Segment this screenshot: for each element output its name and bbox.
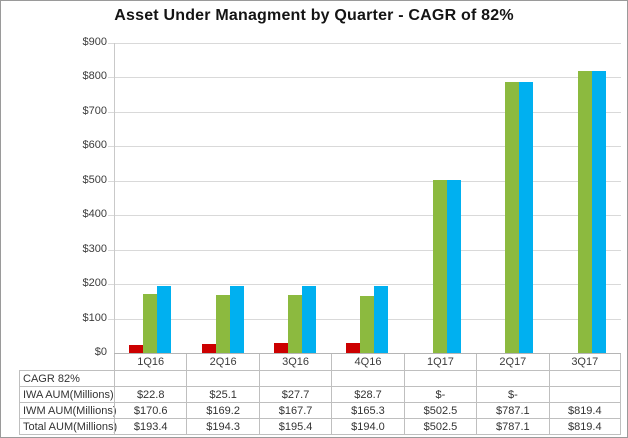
gridline — [108, 111, 621, 113]
table-cell — [331, 371, 403, 386]
bar-iwm-3q16 — [288, 295, 303, 353]
bar-group-3q17 — [549, 43, 621, 353]
table-row: CAGR 82% — [19, 371, 621, 387]
y-tick-label: $200 — [82, 277, 107, 290]
bar-group-1q16 — [114, 43, 186, 353]
table-cell: $28.7 — [331, 387, 403, 402]
bar-group-4q16 — [331, 43, 403, 353]
bar-total-1q16 — [157, 286, 172, 353]
data-table: CAGR 82% IWA AUM(Millions) $22.8 $25.1 $27.7… — [19, 370, 621, 435]
table-cell: $502.5 — [403, 419, 476, 434]
table-cell: $819.4 — [548, 419, 621, 434]
table-cell: $167.7 — [258, 403, 331, 418]
y-tick-label: $0 — [94, 346, 107, 358]
bar-iwa-3q16 — [274, 343, 289, 353]
y-tick-label: $800 — [82, 70, 107, 83]
gridline — [108, 249, 621, 251]
y-tick-label: $300 — [82, 242, 107, 255]
table-cell — [114, 371, 186, 386]
table-row: Total AUM(Millions) $193.4 $194.3 $195.4 $19… — [19, 419, 621, 435]
table-cell: $- — [476, 387, 548, 402]
bar-iwa-4q16 — [346, 343, 361, 353]
table-row: IWM AUM(Millions) $170.6 $169.2 $167.7 $165.… — [19, 403, 621, 419]
x-category-3q17: 3Q17 — [548, 354, 621, 370]
bar-total-1q17 — [446, 180, 461, 353]
table-cell: $170.6 — [114, 403, 186, 418]
table-cell: $25.1 — [186, 387, 258, 402]
table-cell: $22.8 — [114, 387, 186, 402]
row-label: IWA AUM(Millions) — [19, 387, 114, 402]
x-axis-category-row: 1Q16 2Q16 3Q16 4Q16 1Q17 2Q17 3Q17 — [114, 353, 621, 370]
table-cell — [258, 371, 331, 386]
table-cell: $165.3 — [331, 403, 403, 418]
gridline — [108, 284, 621, 286]
table-cell: $502.5 — [403, 403, 476, 418]
y-tick-label: $400 — [82, 208, 107, 221]
bar-iwm-1q16 — [143, 294, 158, 353]
x-category-1q16: 1Q16 — [114, 354, 186, 370]
plot-area — [108, 43, 621, 353]
x-category-2q16: 2Q16 — [186, 354, 258, 370]
table-cell: $169.2 — [186, 403, 258, 418]
x-category-3q16: 3Q16 — [258, 354, 331, 370]
bar-group-2q17 — [476, 43, 548, 353]
bar-iwm-3q17 — [577, 71, 592, 353]
bar-group-3q16 — [259, 43, 331, 353]
table-cell: $193.4 — [114, 419, 186, 434]
bar-series-area — [114, 43, 621, 353]
bar-iwm-4q16 — [360, 296, 375, 353]
y-tick-label: $500 — [82, 173, 107, 186]
table-cell: $819.4 — [548, 403, 621, 418]
gridline — [108, 43, 621, 44]
y-tick-label: $100 — [82, 311, 107, 324]
table-cell: $- — [403, 387, 476, 402]
table-cell: $194.0 — [331, 419, 403, 434]
bar-group-2q16 — [186, 43, 258, 353]
x-category-1q17: 1Q17 — [403, 354, 476, 370]
bar-total-2q16 — [229, 286, 244, 353]
gridline — [108, 180, 621, 182]
table-cell: $194.3 — [186, 419, 258, 434]
bar-group-1q17 — [404, 43, 476, 353]
bar-total-3q17 — [591, 71, 606, 353]
table-cell — [548, 371, 621, 386]
table-cell — [476, 371, 548, 386]
y-axis-line — [114, 43, 115, 353]
table-cell: $195.4 — [258, 419, 331, 434]
table-cell — [548, 387, 621, 402]
y-tick-label: $600 — [82, 139, 107, 152]
row-label: CAGR 82% — [19, 371, 114, 386]
table-row: IWA AUM(Millions) $22.8 $25.1 $27.7 $28.7 $- $… — [19, 387, 621, 403]
y-tick-label: $700 — [82, 104, 107, 117]
table-cell — [186, 371, 258, 386]
bar-iwm-2q16 — [215, 295, 230, 353]
y-tick-label: $900 — [82, 36, 107, 48]
x-category-2q17: 2Q17 — [476, 354, 548, 370]
bar-iwa-2q16 — [201, 344, 216, 353]
gridline — [108, 146, 621, 148]
gridline — [108, 215, 621, 217]
bar-iwa-1q16 — [129, 345, 144, 353]
x-category-4q16: 4Q16 — [331, 354, 403, 370]
row-label: IWM AUM(Millions) — [19, 403, 117, 418]
bar-iwm-1q17 — [432, 180, 447, 353]
row-label: Total AUM(Millions) — [19, 419, 117, 434]
table-cell: $787.1 — [476, 403, 548, 418]
bar-total-3q16 — [302, 286, 317, 353]
table-cell — [403, 371, 476, 386]
bar-total-2q17 — [519, 82, 534, 353]
table-cell: $787.1 — [476, 419, 548, 434]
table-cell: $27.7 — [258, 387, 331, 402]
gridline — [108, 77, 621, 79]
chart-title: Asset Under Managment by Quarter - CAGR … — [114, 7, 514, 24]
bar-iwm-2q17 — [505, 82, 520, 353]
bar-total-4q16 — [374, 286, 389, 353]
